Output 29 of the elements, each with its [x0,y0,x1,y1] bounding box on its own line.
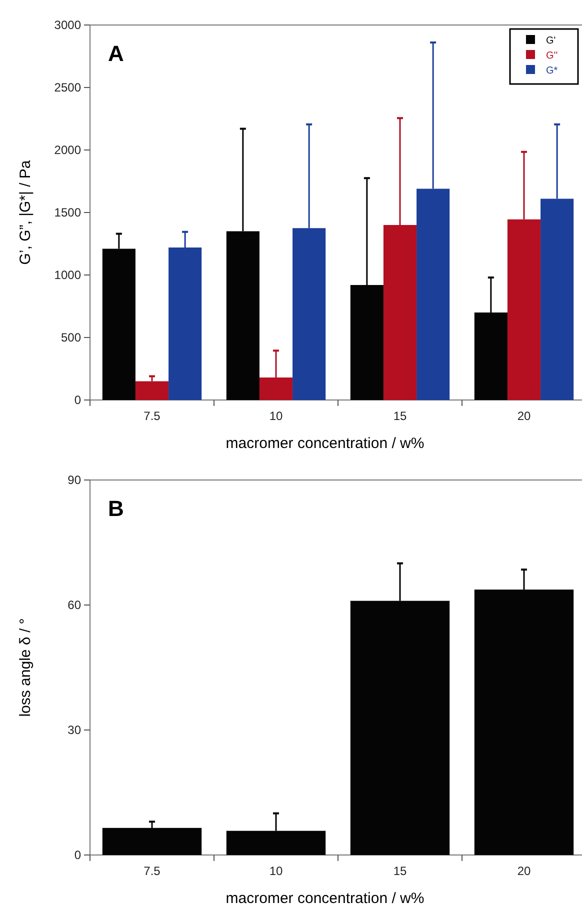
x-tick-label: 15 [393,864,407,878]
x-tick-label: 15 [393,409,407,423]
y-axis-title: loss angle δ / ° [17,618,34,717]
legend-label: G' [546,36,556,46]
y-tick-label: 60 [68,598,82,612]
x-tick-label: 7.5 [144,864,161,878]
bar [135,381,169,400]
legend-label: G'' [546,50,558,62]
y-tick-label: 1000 [54,268,82,282]
y-tick-label: 3000 [54,18,82,32]
y-tick-label: 500 [60,330,82,345]
x-axis-title: macromer concentration / w% [226,435,424,452]
y-tick-label: 2500 [54,80,82,95]
x-tick-label: 20 [517,409,531,423]
y-axis-title: G’, G”, |G*| / Pa [17,160,34,265]
x-axis-title: macromer concentration / w% [226,890,424,907]
y-tick-label: 90 [68,473,82,488]
y-tick-label: 0 [74,393,82,408]
y-tick-label: 1500 [54,206,82,220]
text: A [108,41,124,66]
x-tick-label: 10 [269,409,283,423]
y-tick-label: 0 [74,848,82,862]
text: B [108,496,124,521]
x-tick-label: 7.5 [144,409,161,423]
legend-label: G* [546,66,558,76]
y-tick-label: 30 [68,723,82,738]
x-tick-label: 10 [269,864,283,878]
y-tick-label: 2000 [54,143,82,158]
x-tick-label: 20 [517,864,531,878]
